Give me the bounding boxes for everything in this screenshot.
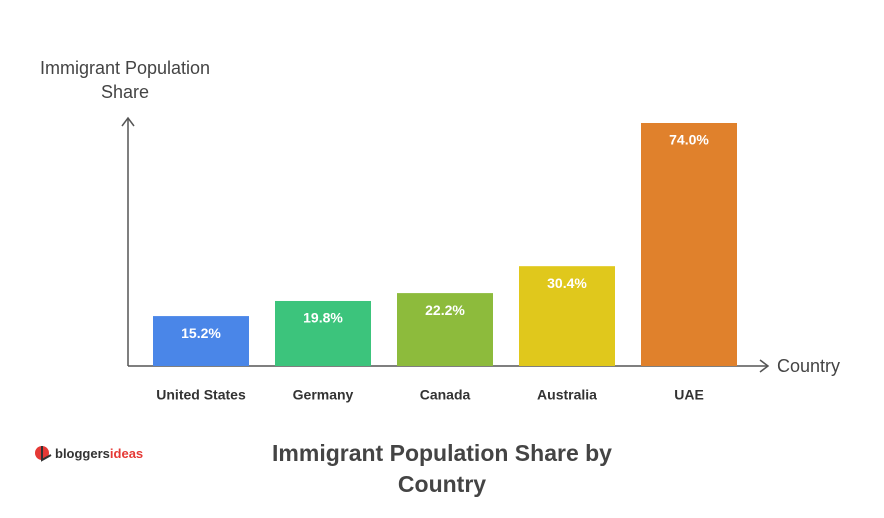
logo-icon <box>35 446 52 462</box>
value-label: 15.2% <box>181 325 221 341</box>
logo-text: bloggers <box>55 445 110 461</box>
logo-text: ideas <box>109 445 144 461</box>
bar <box>153 316 249 366</box>
bar <box>397 293 493 366</box>
y-axis-label: Immigrant Population Share <box>39 58 211 102</box>
x-tick-label: Canada <box>420 387 471 403</box>
x-tick-label: United States <box>156 387 246 403</box>
bar <box>641 123 737 366</box>
value-label: 30.4% <box>547 275 587 291</box>
y-axis-arrow <box>121 116 135 127</box>
logo: bloggers ideas <box>33 443 143 463</box>
bar <box>519 266 615 366</box>
x-tick-label: UAE <box>674 387 704 403</box>
x-tick-label: Germany <box>293 387 354 403</box>
value-label: 22.2% <box>425 302 465 318</box>
value-label: 19.8% <box>303 310 343 326</box>
x-tick-label: Australia <box>537 387 597 403</box>
bar <box>275 300 371 366</box>
x-axis-arrow <box>759 359 770 373</box>
chart-title: Immigrant Population Share by Country <box>272 440 612 497</box>
x-axis-label: Country <box>777 356 840 376</box>
value-label: 74.0% <box>669 132 709 148</box>
